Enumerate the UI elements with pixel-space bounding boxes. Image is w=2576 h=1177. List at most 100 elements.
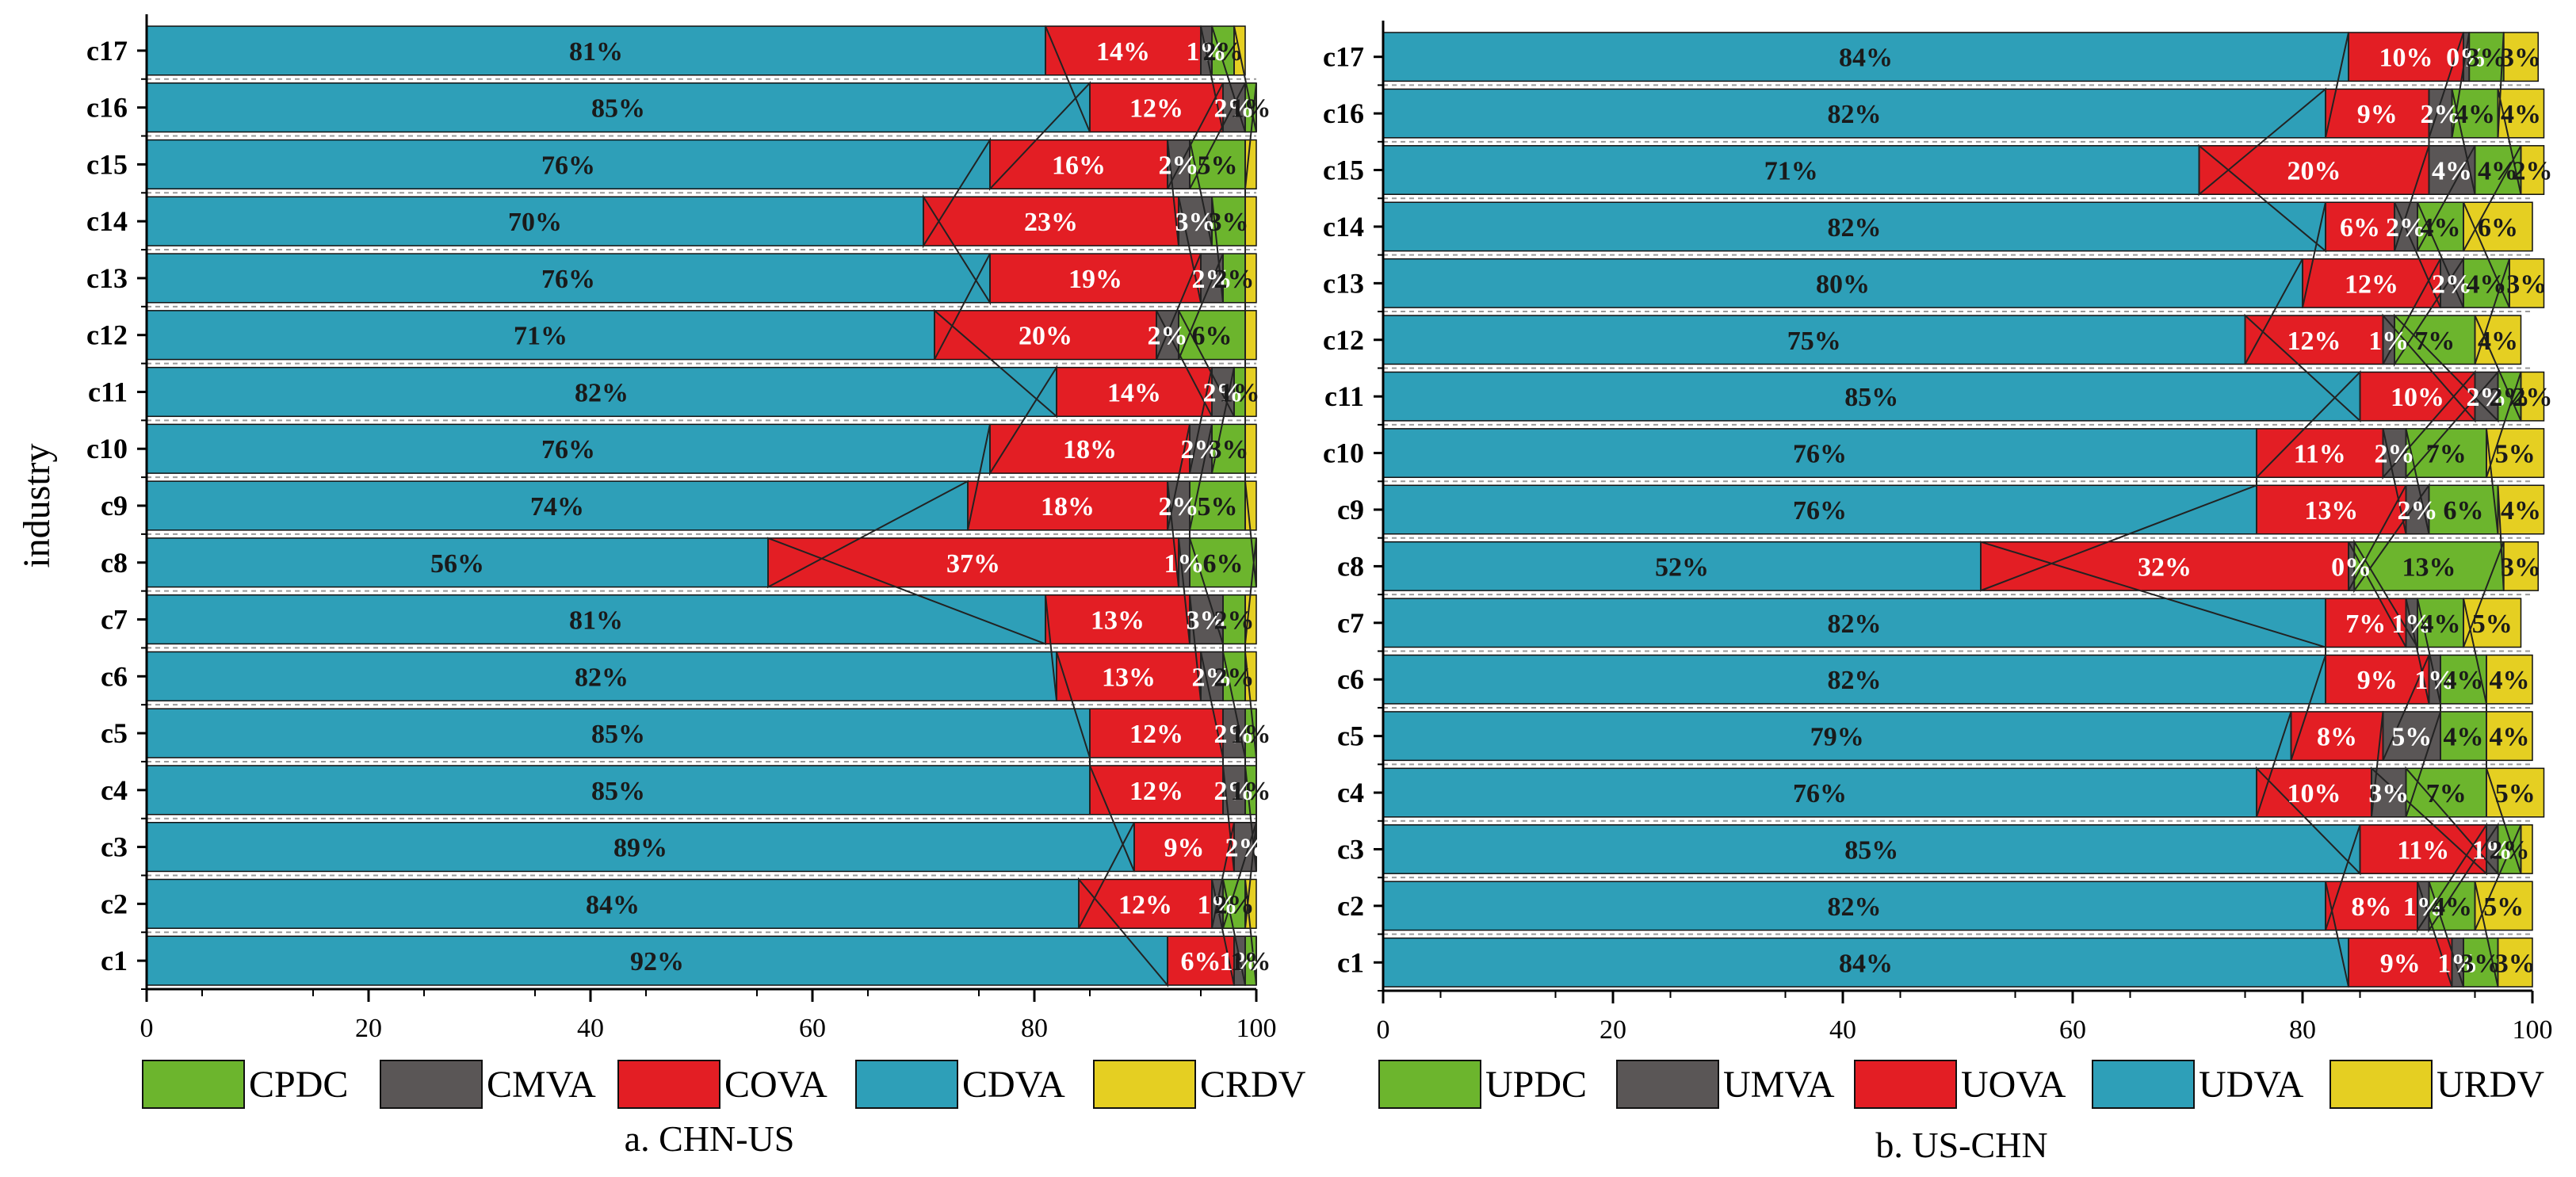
bar-udva-c16: [1382, 88, 2326, 139]
data-label-updc-c17: 3%: [2467, 44, 2507, 73]
bar-urdv-c10: [2486, 428, 2545, 479]
data-label-urdv-c6: 4%: [2490, 666, 2530, 695]
data-label-udva-c10: 76%: [1793, 440, 1847, 469]
y-tick-label-c16: c16: [1323, 97, 1364, 129]
data-label-cdva-c3: 89%: [613, 834, 667, 863]
data-label-cova-c8: 37%: [946, 549, 1000, 579]
data-label-cova-c3: 9%: [1164, 834, 1205, 863]
data-label-urdv-c16: 4%: [2501, 100, 2541, 129]
bar-cmva-c16: [1222, 82, 1246, 133]
data-label-uova-c17: 10%: [2379, 44, 2433, 73]
y-tick-label-c7: c7: [101, 604, 128, 636]
legend-swatch-cmva: [380, 1060, 483, 1109]
data-label-udva-c3: 85%: [1844, 835, 1898, 865]
data-label-uova-c15: 20%: [2287, 157, 2341, 186]
bar-cova-c14: [923, 196, 1179, 246]
data-label-cpdc-c2: 2%: [1214, 890, 1255, 919]
bar-cmva-c7: [1189, 594, 1224, 645]
data-label-updc-c14: 4%: [2421, 213, 2461, 243]
data-label-udva-c9: 76%: [1793, 496, 1847, 525]
bar-urdv-c15: [2520, 145, 2545, 195]
data-label-cdva-c9: 74%: [530, 492, 584, 522]
legend-swatch-crdv: [1093, 1060, 1196, 1109]
data-label-cdva-c12: 71%: [514, 322, 568, 351]
bar-cova-c5: [1089, 708, 1224, 759]
bar-cdva-c13: [146, 253, 991, 304]
data-label-cpdc-c17: 2%: [1203, 37, 1244, 67]
data-label-udva-c17: 84%: [1839, 44, 1893, 73]
bar-umva-c4: [2371, 767, 2407, 818]
bar-crdv-c15: [1244, 139, 1257, 190]
data-label-uova-c5: 8%: [2317, 723, 2357, 752]
data-label-udva-c14: 82%: [1828, 213, 1882, 243]
y-tick-label-c4: c4: [101, 774, 128, 806]
legend-swatch-cova: [617, 1060, 720, 1109]
bar-udva-c7: [1382, 598, 2326, 648]
bar-cdva-c12: [146, 310, 935, 361]
data-label-cpdc-c7: 2%: [1214, 606, 1255, 636]
x-tick-label-60: 60: [799, 1014, 826, 1043]
data-label-umva-c12: 1%: [2368, 327, 2409, 356]
bar-udva-c2: [1382, 881, 2326, 931]
bar-crdv-c9: [1244, 480, 1257, 531]
data-label-cmva-c14: 3%: [1175, 208, 1216, 237]
bar-udva-c8: [1382, 541, 1982, 591]
bar-cdva-c4: [146, 765, 1091, 816]
data-label-updc-c8: 13%: [2402, 552, 2456, 582]
data-label-urdv-c5: 4%: [2490, 723, 2530, 752]
data-label-urdv-c1: 3%: [2495, 949, 2536, 978]
data-label-updc-c5: 4%: [2444, 723, 2484, 752]
data-label-cmva-c8: 1%: [1164, 549, 1205, 579]
y-tick-label-c8: c8: [1337, 550, 1364, 582]
bar-cdva-c7: [146, 594, 1046, 645]
data-label-uova-c6: 9%: [2357, 666, 2398, 695]
data-label-updc-c12: 7%: [2414, 327, 2455, 356]
y-tick-label-c5: c5: [1337, 720, 1364, 752]
data-label-cova-c2: 12%: [1118, 890, 1172, 919]
data-label-cova-c9: 18%: [1041, 492, 1095, 522]
data-label-umva-c13: 2%: [2432, 269, 2472, 299]
bar-uova-c2: [2325, 881, 2418, 931]
data-label-uova-c11: 10%: [2391, 383, 2444, 412]
y-tick-label-c8: c8: [101, 547, 128, 579]
data-label-cova-c1: 6%: [1181, 947, 1221, 976]
data-label-cpdc-c8: 6%: [1203, 549, 1244, 579]
bar-cmva-c5: [1222, 708, 1246, 759]
bar-cpdc-c7: [1222, 594, 1246, 645]
data-label-cdva-c6: 82%: [575, 663, 629, 692]
data-label-updc-c2: 4%: [2432, 892, 2472, 922]
legend-swatch-cdva: [855, 1060, 958, 1109]
data-label-umva-c14: 2%: [2386, 213, 2426, 243]
chart-panel-chn-us: 92%84%89%85%85%82%81%56%74%76%82%71%76%7…: [16, 14, 1306, 1159]
data-label-udva-c8: 52%: [1655, 552, 1709, 582]
bar-updc-c5: [2440, 711, 2487, 762]
bar-urdv-c6: [2486, 654, 2533, 705]
bar-updc-c6: [2440, 654, 2487, 705]
bar-uova-c1: [2348, 937, 2453, 988]
x-tick-label-0: 0: [1377, 1015, 1390, 1045]
bar-crdv-c12: [1244, 310, 1257, 361]
data-label-updc-c1: 3%: [2460, 949, 2501, 978]
bar-updc-c16: [2451, 88, 2499, 139]
data-label-urdv-c8: 3%: [2501, 552, 2541, 582]
bar-urdv-c8: [2503, 541, 2539, 591]
data-label-uova-c12: 12%: [2287, 327, 2341, 356]
data-label-cmva-c7: 3%: [1187, 606, 1227, 636]
data-label-cpdc-c9: 5%: [1198, 492, 1238, 522]
bar-urdv-c1: [2497, 937, 2533, 988]
data-label-udva-c15: 71%: [1764, 157, 1818, 186]
data-label-udva-c13: 80%: [1816, 269, 1870, 299]
data-label-urdv-c14: 6%: [2478, 213, 2518, 243]
data-label-cova-c6: 13%: [1102, 663, 1156, 692]
data-label-cpdc-c16: 1%: [1231, 94, 1271, 124]
data-label-updc-c4: 7%: [2426, 779, 2467, 808]
y-tick-label-c17: c17: [1323, 41, 1364, 73]
bar-uova-c14: [2325, 201, 2395, 252]
y-tick-label-c9: c9: [1337, 494, 1364, 525]
data-label-cmva-c10: 2%: [1181, 435, 1221, 464]
data-label-cdva-c15: 76%: [541, 151, 595, 180]
bar-cova-c17: [1045, 25, 1202, 76]
x-tick-label-20: 20: [1599, 1015, 1626, 1045]
boundary-line-3: [2353, 32, 2499, 988]
